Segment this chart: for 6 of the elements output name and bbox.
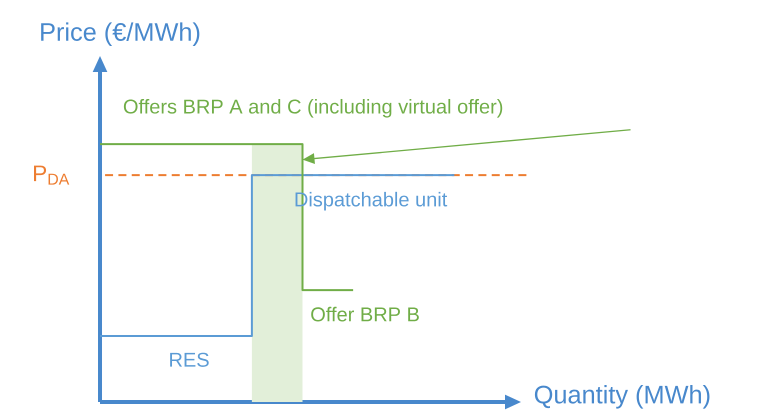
ref-line-label: P$_{DA}$ [34,166,70,185]
y-axis-title: Price (€/MWh) [41,22,200,46]
annotation: Offer BRP B [311,306,419,322]
x-axis-title: Quantity (MWh) [534,384,710,409]
series-label: Offers BRP A and C (including virtual offer) [124,98,502,118]
annotation: RES [170,352,209,367]
